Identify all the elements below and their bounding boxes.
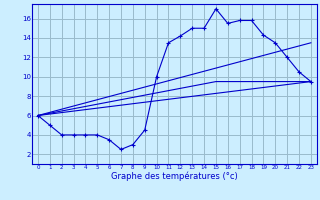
X-axis label: Graphe des températures (°c): Graphe des températures (°c) bbox=[111, 171, 238, 181]
